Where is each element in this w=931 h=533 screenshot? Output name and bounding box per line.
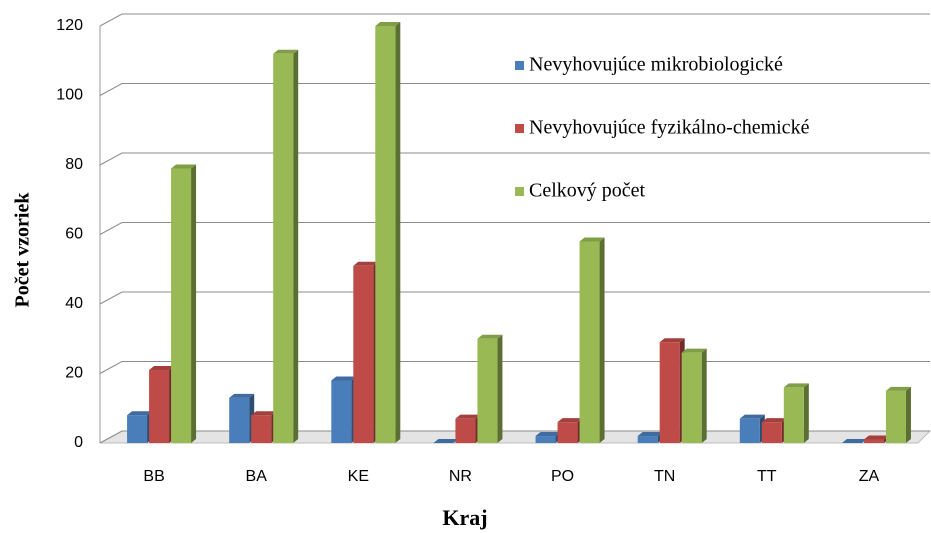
bar-top: [433, 439, 459, 443]
bar-side: [497, 334, 503, 443]
bar-top: [251, 411, 277, 416]
grid-line: [99, 361, 930, 374]
bar: [171, 168, 192, 443]
y-tick-label: 100: [56, 87, 83, 104]
legend-label: Nevyhovujúce mikrobiologické: [529, 54, 783, 76]
y-tick-label: 40: [65, 295, 83, 312]
bar-top: [841, 439, 867, 443]
bar: [863, 439, 884, 443]
bar: [535, 436, 556, 443]
legend-swatch: [515, 187, 524, 196]
grid-line: [99, 222, 930, 235]
bar: [331, 380, 352, 443]
y-tick-label: 120: [56, 17, 83, 34]
x-tick-label: PO: [551, 468, 574, 485]
bar: [273, 53, 294, 444]
bar: [477, 338, 498, 443]
bar: [127, 415, 148, 443]
bar-top: [659, 338, 685, 343]
bar: [783, 387, 804, 443]
bar: [659, 342, 680, 443]
bar-top: [229, 393, 255, 398]
bar: [579, 241, 600, 443]
grid-line: [99, 13, 930, 27]
x-tick-label: TT: [757, 468, 777, 485]
y-tick-label: 60: [65, 226, 83, 243]
bar-side: [293, 49, 299, 444]
bar: [739, 418, 760, 443]
x-tick-label: ZA: [859, 468, 880, 485]
x-tick-label: NR: [449, 468, 472, 485]
bar-top: [149, 366, 175, 371]
legend-label: Nevyhovujúce fyzikálno-chemické: [529, 117, 810, 139]
bar-top: [863, 435, 889, 440]
bar-top: [783, 383, 809, 388]
grid-line: [99, 152, 930, 166]
bar: [353, 265, 374, 443]
bar-top: [885, 386, 911, 391]
bar-side: [803, 383, 809, 443]
bar-top: [681, 348, 707, 353]
bar: [375, 26, 396, 443]
bar: [229, 397, 250, 443]
legend-label: Celkový počet: [529, 180, 646, 202]
bar-side: [395, 22, 401, 443]
bar-top: [331, 376, 357, 381]
x-tick-label: BB: [143, 468, 164, 485]
bar-side: [905, 386, 911, 443]
bar: [637, 436, 658, 443]
x-tick-label: KE: [348, 468, 369, 485]
bar-top: [353, 261, 379, 266]
bar: [761, 422, 782, 443]
grid-line: [99, 291, 930, 305]
y-tick-label: 0: [74, 434, 83, 451]
bar-top: [739, 414, 765, 419]
y-tick-label: 20: [65, 365, 83, 382]
bar-top: [273, 49, 299, 54]
bar-top: [579, 237, 605, 242]
bar: [251, 415, 272, 443]
legend-swatch: [515, 61, 524, 70]
bar-top: [375, 22, 401, 26]
y-axis-title: Počet vzoriek: [12, 192, 34, 308]
bar-top: [557, 418, 583, 423]
bar-top: [455, 414, 481, 419]
bar-top: [127, 411, 153, 416]
grid-line: [99, 83, 930, 96]
x-axis-title: Kraj: [442, 505, 487, 530]
bar-top: [637, 432, 663, 437]
bar-top: [761, 418, 787, 423]
x-tick-label: TN: [654, 468, 675, 485]
bar-top: [477, 334, 503, 339]
y-tick-label: 80: [65, 156, 83, 173]
bar: [149, 370, 170, 443]
legend-swatch: [515, 124, 524, 133]
bar: [557, 422, 578, 443]
bar: [681, 352, 702, 443]
bar: [455, 418, 476, 443]
bar-top: [171, 164, 197, 169]
bar-top: [535, 432, 561, 437]
bar-side: [191, 164, 197, 443]
bar: [885, 390, 906, 443]
bar-side: [599, 237, 605, 443]
x-tick-label: BA: [246, 468, 268, 485]
bar-side: [701, 348, 707, 443]
